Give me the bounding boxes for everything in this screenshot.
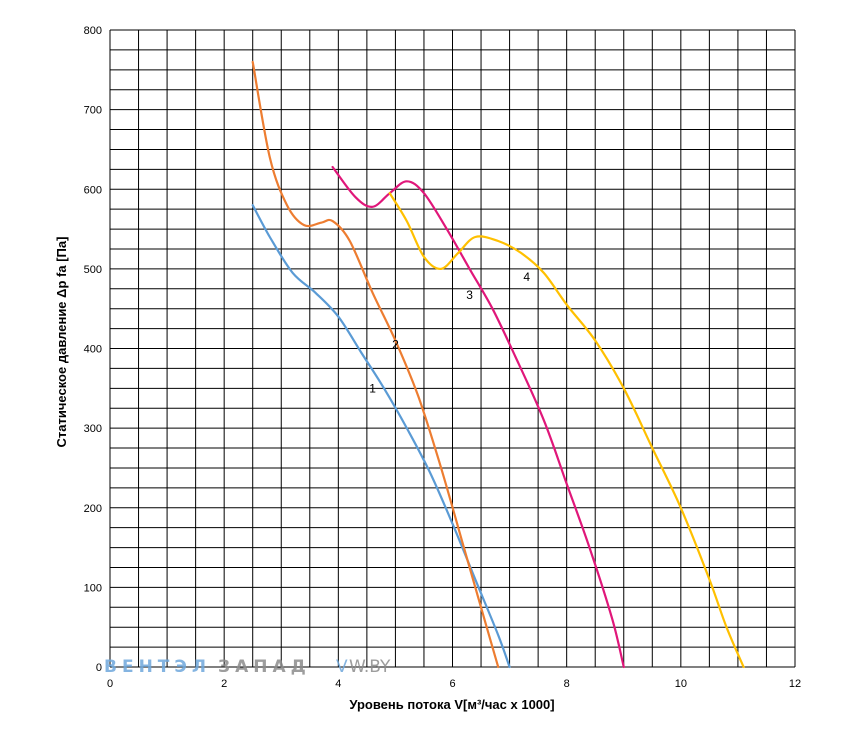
x-tick-label: 4 [335, 678, 341, 690]
y-tick-label: 200 [84, 503, 102, 515]
x-tick-label: 0 [107, 678, 113, 690]
curve-labels: 1 2 3 4 [369, 270, 530, 395]
y-tick-label: 400 [84, 344, 102, 356]
y-tick-label: 300 [84, 423, 102, 435]
curve-label-1: 1 [369, 381, 376, 395]
series-group [251, 60, 745, 669]
y-axis-title: Статическое давление Δp fa [Па] [54, 237, 69, 448]
curve-label-3: 3 [466, 288, 473, 302]
y-tick-label: 600 [84, 184, 102, 196]
curve-label-4: 4 [523, 270, 530, 284]
y-tick-label: 500 [84, 264, 102, 276]
watermark: ВЕНТЭЛ ЗАПАД V W.BY [104, 657, 391, 677]
y-tick-label: 800 [84, 25, 102, 37]
series-line-4 [388, 192, 745, 669]
x-tick-label: 2 [221, 678, 227, 690]
y-tick-label: 700 [84, 105, 102, 117]
x-tick-label: 6 [449, 678, 455, 690]
x-tick-label: 12 [789, 678, 801, 690]
watermark-part2: ЗАПАД [218, 657, 311, 677]
watermark-part4: W.BY [349, 657, 391, 677]
x-tick-label: 10 [675, 678, 687, 690]
x-axis-title: Уровень потока V[м³/час х 1000] [349, 697, 554, 712]
curve-label-2: 2 [392, 338, 399, 352]
grid [109, 29, 796, 668]
y-tick-label: 0 [96, 662, 102, 674]
series-line-3 [331, 165, 625, 669]
watermark-part3: V [336, 657, 348, 677]
series-line-1 [251, 204, 511, 669]
watermark-part1: ВЕНТЭЛ [104, 657, 211, 677]
x-tick-label: 8 [564, 678, 570, 690]
series-line-2 [251, 60, 500, 669]
y-tick-label: 100 [84, 582, 102, 594]
